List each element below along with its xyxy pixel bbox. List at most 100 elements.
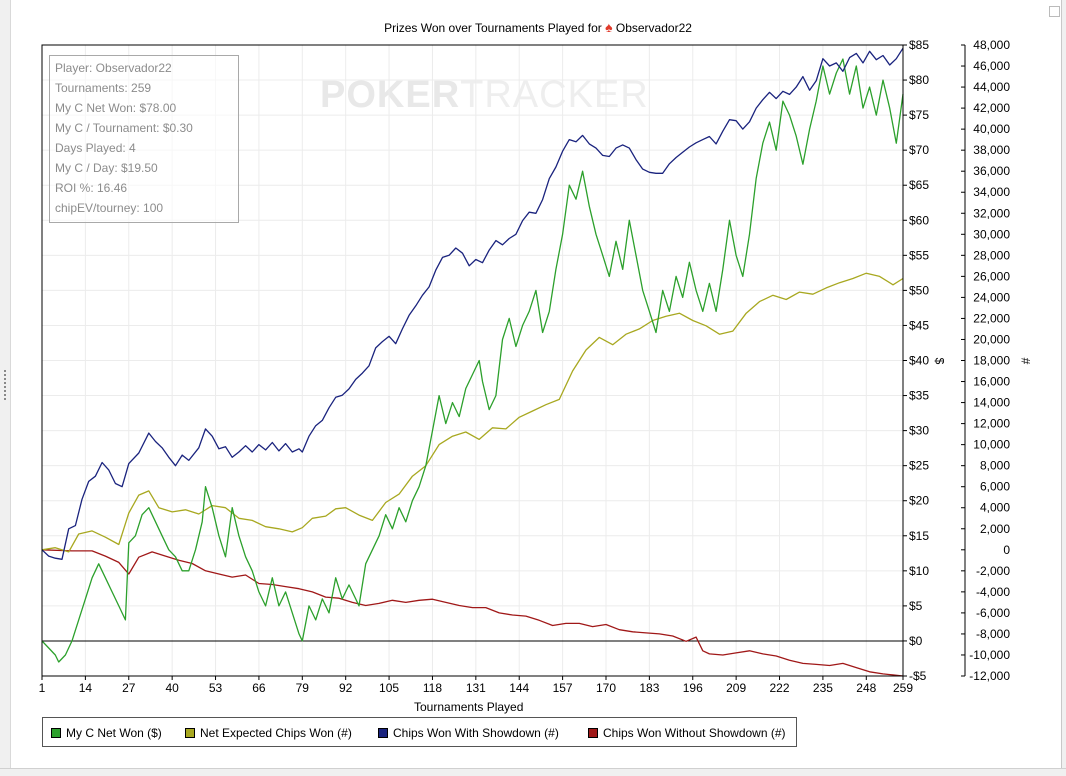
y-left-tick-label: $85 [909, 38, 929, 52]
info-per-day: My C / Day: $19.50 [55, 161, 158, 175]
chart-series [41, 47, 904, 677]
y-right-tick-label: 6,000 [980, 480, 1010, 494]
info-chipev: chipEV/tourney: 100 [55, 201, 164, 215]
y-right-tick-label: 16,000 [973, 375, 1010, 389]
y-left-tick-label: $65 [909, 178, 929, 192]
x-tick-label: 1 [39, 681, 46, 695]
y-right-tick-label: 4,000 [980, 501, 1010, 515]
x-axis: 1 14 27 40 53 66 79 92 105 118 131 144 157 170 183 196 2… [39, 676, 913, 695]
window-bottom-frame [0, 768, 1066, 776]
y-right-tick-label: 46,000 [973, 59, 1010, 73]
series-line-1 [41, 272, 904, 553]
y-right-tick-label: 30,000 [973, 227, 1010, 241]
x-tick-label: 118 [423, 681, 442, 695]
legend-item-net-won[interactable]: My C Net Won ($) [51, 726, 162, 740]
y-left-tick-label: $40 [909, 354, 929, 368]
resize-grip-icon[interactable] [4, 370, 6, 400]
x-tick-label: 66 [252, 681, 266, 695]
info-player: Player: Observador22 [55, 61, 172, 75]
chart-title-text: Prizes Won over Tournaments Played for [384, 21, 602, 35]
legend-item-without-showdown[interactable]: Chips Won Without Showdown (#) [588, 726, 786, 740]
info-tournaments: Tournaments: 259 [55, 81, 152, 95]
x-tick-label: 170 [596, 681, 616, 695]
x-tick-label: 259 [893, 681, 913, 695]
x-tick-label: 53 [209, 681, 223, 695]
legend-swatch-green [51, 728, 61, 738]
y-right-tick-label: 26,000 [973, 269, 1010, 283]
y-axis-right: 48,000 46,000 44,000 42,000 40,000 38,000 36,0… [961, 38, 1010, 683]
x-tick-label: 222 [770, 681, 790, 695]
x-tick-label: 209 [726, 681, 746, 695]
y-left-tick-label: $15 [909, 529, 929, 543]
y-left-tick-label: -$5 [909, 669, 927, 683]
y-right-tick-label: 48,000 [973, 38, 1010, 52]
y-right-tick-label: 2,000 [980, 522, 1010, 536]
y-right-tick-label: -12,000 [969, 669, 1010, 683]
y-left-tick-label: $25 [909, 459, 929, 473]
y-left-tick-label: $20 [909, 494, 929, 508]
y-right-tick-label: 38,000 [973, 143, 1010, 157]
y-right-tick-label: -2,000 [976, 564, 1010, 578]
x-tick-label: 183 [639, 681, 659, 695]
x-tick-label: 14 [79, 681, 93, 695]
info-per-tournament: My C / Tournament: $0.30 [55, 121, 193, 135]
y-right-tick-label: 12,000 [973, 417, 1010, 431]
legend-label: Chips Won With Showdown (#) [393, 726, 559, 740]
pokertracker-watermark: POKERTRACKER [320, 74, 649, 117]
y-right-tick-label: -8,000 [976, 627, 1010, 641]
watermark-part1: POKER [320, 74, 461, 116]
legend-swatch-red [588, 728, 598, 738]
y-right-tick-label: -10,000 [969, 648, 1010, 662]
stats-infobox: Player: Observador22 Tournaments: 259 My… [49, 55, 239, 223]
legend-item-expected-chips[interactable]: Net Expected Chips Won (#) [185, 726, 352, 740]
legend-label: Chips Won Without Showdown (#) [603, 726, 786, 740]
y-left-tick-label: $5 [909, 599, 923, 613]
legend-swatch-olive [185, 728, 195, 738]
info-roi: ROI %: 16.46 [55, 181, 128, 195]
info-days-played: Days Played: 4 [55, 141, 136, 155]
x-tick-label: 92 [339, 681, 353, 695]
y-right-tick-label: 36,000 [973, 164, 1010, 178]
window-corner-box [1049, 6, 1060, 17]
y-right-tick-label: 18,000 [973, 354, 1010, 368]
y-right-tick-label: 20,000 [973, 332, 1010, 346]
chart-title: Prizes Won over Tournaments Played for ♠… [0, 19, 1066, 35]
y-right-tick-label: 32,000 [973, 206, 1010, 220]
y-right-tick-label: 42,000 [973, 101, 1010, 115]
y-right-tick-label: 14,000 [973, 396, 1010, 410]
y-right-tick-label: -6,000 [976, 606, 1010, 620]
x-tick-label: 40 [165, 681, 179, 695]
y-right-axis-title: # [1018, 357, 1033, 365]
spade-icon: ♠ [605, 19, 613, 35]
series-line-3 [41, 549, 904, 677]
y-right-tick-label: 0 [1003, 543, 1010, 557]
legend-item-with-showdown[interactable]: Chips Won With Showdown (#) [378, 726, 559, 740]
series-line-2 [41, 47, 904, 560]
y-right-tick-label: 24,000 [973, 290, 1010, 304]
x-axis-title: Tournaments Played [414, 700, 524, 714]
y-left-tick-label: $80 [909, 73, 929, 87]
x-tick-label: 196 [683, 681, 703, 695]
y-left-axis-title: $ [932, 357, 947, 365]
legend-label: My C Net Won ($) [66, 726, 162, 740]
y-left-tick-label: $10 [909, 564, 929, 578]
y-left-tick-label: $30 [909, 424, 929, 438]
chart-legend: My C Net Won ($) Net Expected Chips Won … [42, 717, 797, 747]
y-right-tick-label: 8,000 [980, 459, 1010, 473]
y-right-tick-label: 28,000 [973, 248, 1010, 262]
watermark-part2: TRACKER [460, 74, 649, 116]
y-left-tick-label: $45 [909, 318, 929, 332]
x-tick-label: 144 [509, 681, 529, 695]
y-left-tick-label: $55 [909, 248, 929, 262]
x-tick-label: 157 [553, 681, 573, 695]
y-right-tick-label: 22,000 [973, 311, 1010, 325]
x-tick-label: 105 [379, 681, 399, 695]
x-tick-label: 248 [856, 681, 876, 695]
y-left-tick-label: $35 [909, 389, 929, 403]
x-tick-label: 27 [122, 681, 136, 695]
legend-label: Net Expected Chips Won (#) [200, 726, 352, 740]
y-axis-left: $85 $80 $75 $70 $65 $60 $55 $50 $45 $40 $35 $30 $25 $… [903, 38, 929, 683]
series-line-0 [41, 58, 904, 663]
x-tick-label: 131 [466, 681, 486, 695]
y-right-tick-label: 34,000 [973, 185, 1010, 199]
